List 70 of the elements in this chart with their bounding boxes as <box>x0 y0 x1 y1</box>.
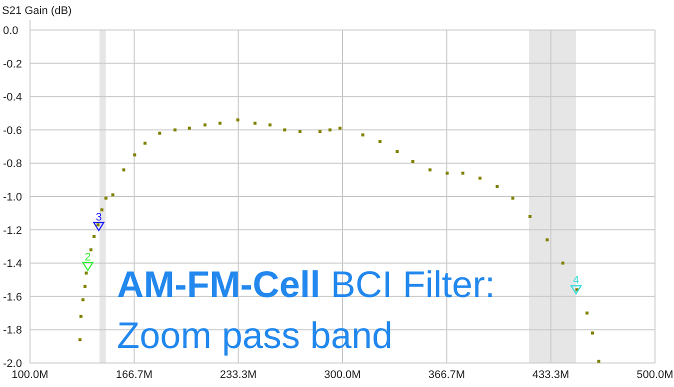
annotation: 3 <box>96 211 102 224</box>
point <box>561 262 564 265</box>
y-tick-label: -0.2 <box>3 58 22 70</box>
point <box>378 140 382 144</box>
annotation: 4 <box>573 274 580 287</box>
point <box>283 128 286 132</box>
y-tick-label: 0.0 <box>3 25 18 37</box>
point <box>446 172 449 175</box>
point <box>174 128 176 132</box>
point <box>81 298 84 302</box>
x-tick-label: 233.3M <box>220 369 257 381</box>
x-tick-label: 433.3M <box>532 369 570 381</box>
point <box>188 126 191 130</box>
point <box>84 272 88 275</box>
point <box>461 172 464 175</box>
y-axis-title: S21 Gain (dB) <box>2 5 72 17</box>
point <box>100 208 104 212</box>
point <box>158 132 162 135</box>
point <box>396 150 399 154</box>
point <box>546 238 549 242</box>
y-tick-label: -1.6 <box>3 291 22 304</box>
point <box>318 130 322 134</box>
y-tick-label: -1.4 <box>3 258 22 270</box>
annotation: 2 <box>84 251 91 264</box>
point <box>122 168 126 172</box>
y-tick-label: -1.2 <box>3 224 22 237</box>
x-tick-label: 300.0M <box>324 369 361 381</box>
annotation: Zoom pass band <box>117 315 393 356</box>
point <box>218 122 222 125</box>
y-tick-label: -1.8 <box>3 324 22 337</box>
point <box>96 223 100 226</box>
point <box>528 214 532 218</box>
y-tick-label: -0.8 <box>3 158 22 170</box>
point <box>84 284 86 288</box>
x-tick-label: 166.7M <box>116 369 153 381</box>
point <box>236 118 240 122</box>
point <box>591 332 594 335</box>
point <box>361 133 364 136</box>
point <box>298 130 302 134</box>
point <box>511 196 514 200</box>
x-tick-label: 366.7M <box>428 369 466 381</box>
point <box>93 222 104 232</box>
point <box>597 360 600 363</box>
point <box>254 122 256 125</box>
point <box>586 312 589 315</box>
y-tick-label: -2.0 <box>3 358 22 370</box>
point <box>133 153 136 156</box>
point <box>104 196 108 200</box>
point <box>79 314 82 318</box>
y-tick-label: -1.0 <box>3 192 22 204</box>
y-tick-label: -0.4 <box>3 92 22 104</box>
y-tick-label: -0.6 <box>3 124 22 137</box>
point <box>570 285 582 294</box>
point <box>144 142 146 145</box>
point <box>338 126 342 130</box>
point <box>78 338 82 342</box>
point <box>268 123 272 126</box>
point <box>478 176 482 180</box>
point <box>328 128 332 132</box>
point <box>89 248 92 252</box>
point <box>204 123 206 126</box>
point <box>411 160 414 164</box>
point <box>496 185 499 188</box>
x-tick-label: 100.0M <box>12 369 48 381</box>
point <box>428 168 432 172</box>
point <box>82 262 94 272</box>
point <box>111 193 114 196</box>
x-tick-label: 500.0M <box>636 369 674 381</box>
point <box>92 234 96 238</box>
annotation: AM-FM-Cell BCI Filter: <box>117 264 496 305</box>
